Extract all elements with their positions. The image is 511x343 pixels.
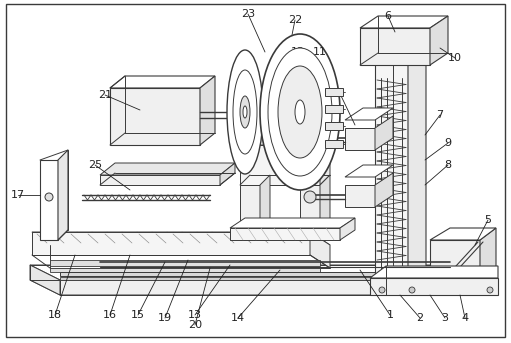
Text: 15: 15	[131, 310, 145, 320]
Text: 17: 17	[11, 190, 25, 200]
Ellipse shape	[45, 193, 53, 201]
Polygon shape	[360, 16, 448, 28]
Polygon shape	[430, 228, 496, 240]
Polygon shape	[375, 28, 426, 40]
Bar	[325, 140, 343, 148]
Polygon shape	[240, 185, 260, 232]
Ellipse shape	[304, 191, 316, 203]
Polygon shape	[408, 28, 426, 280]
Text: 1: 1	[386, 310, 393, 320]
Text: 8: 8	[445, 160, 452, 170]
Polygon shape	[100, 175, 220, 185]
Ellipse shape	[487, 287, 493, 293]
Text: 10: 10	[448, 53, 462, 63]
Ellipse shape	[295, 100, 305, 124]
Ellipse shape	[243, 106, 247, 118]
Text: 11: 11	[313, 47, 327, 57]
Polygon shape	[345, 108, 393, 120]
Ellipse shape	[484, 275, 490, 281]
Text: 7: 7	[436, 110, 444, 120]
Text: 9: 9	[445, 138, 452, 148]
Polygon shape	[58, 150, 68, 240]
Text: 6: 6	[384, 11, 391, 21]
Polygon shape	[375, 173, 393, 207]
Ellipse shape	[227, 50, 263, 174]
Bar	[325, 88, 343, 96]
Text: 19: 19	[158, 313, 172, 323]
Text: 4: 4	[461, 313, 469, 323]
Ellipse shape	[260, 34, 340, 190]
Polygon shape	[240, 135, 330, 145]
Ellipse shape	[268, 48, 332, 176]
Polygon shape	[230, 218, 355, 228]
Polygon shape	[370, 278, 498, 295]
Polygon shape	[480, 228, 496, 280]
Text: 14: 14	[231, 313, 245, 323]
Polygon shape	[360, 28, 430, 65]
Polygon shape	[240, 145, 320, 185]
Bar	[50, 260, 320, 266]
Text: 16: 16	[103, 310, 117, 320]
Polygon shape	[100, 163, 235, 175]
Polygon shape	[300, 185, 320, 232]
Ellipse shape	[304, 134, 316, 146]
Polygon shape	[30, 280, 490, 295]
Polygon shape	[320, 175, 330, 232]
Polygon shape	[40, 160, 58, 240]
Text: 2: 2	[416, 313, 424, 323]
Ellipse shape	[467, 275, 473, 281]
Polygon shape	[375, 116, 393, 150]
Ellipse shape	[409, 287, 415, 293]
Polygon shape	[32, 232, 310, 255]
Text: 3: 3	[442, 313, 449, 323]
Polygon shape	[430, 240, 480, 280]
Polygon shape	[110, 76, 215, 88]
Text: 21: 21	[98, 90, 112, 100]
Ellipse shape	[233, 70, 257, 154]
Bar	[60, 272, 410, 276]
Text: 13: 13	[188, 310, 202, 320]
Polygon shape	[200, 76, 215, 145]
Polygon shape	[30, 265, 490, 280]
Text: 20: 20	[188, 320, 202, 330]
Bar	[325, 105, 343, 113]
Polygon shape	[375, 40, 408, 280]
Text: 18: 18	[48, 310, 62, 320]
Polygon shape	[220, 163, 235, 185]
Ellipse shape	[240, 96, 250, 128]
Polygon shape	[310, 232, 330, 268]
Polygon shape	[230, 228, 340, 240]
Bar	[50, 268, 320, 272]
Text: 23: 23	[241, 9, 255, 19]
Polygon shape	[345, 128, 375, 150]
Text: 12: 12	[291, 47, 305, 57]
Bar	[60, 277, 410, 280]
Ellipse shape	[379, 287, 385, 293]
Text: 25: 25	[88, 160, 102, 170]
Polygon shape	[32, 232, 330, 245]
Ellipse shape	[435, 275, 441, 281]
Text: 22: 22	[288, 15, 302, 25]
Polygon shape	[110, 88, 200, 145]
Polygon shape	[340, 218, 355, 240]
Polygon shape	[30, 265, 60, 295]
Ellipse shape	[278, 66, 322, 158]
Text: 5: 5	[484, 215, 492, 225]
Polygon shape	[370, 266, 498, 278]
Polygon shape	[430, 16, 448, 65]
Polygon shape	[260, 175, 270, 232]
Polygon shape	[320, 135, 330, 185]
Bar	[325, 122, 343, 130]
Polygon shape	[345, 185, 375, 207]
Polygon shape	[345, 165, 393, 177]
